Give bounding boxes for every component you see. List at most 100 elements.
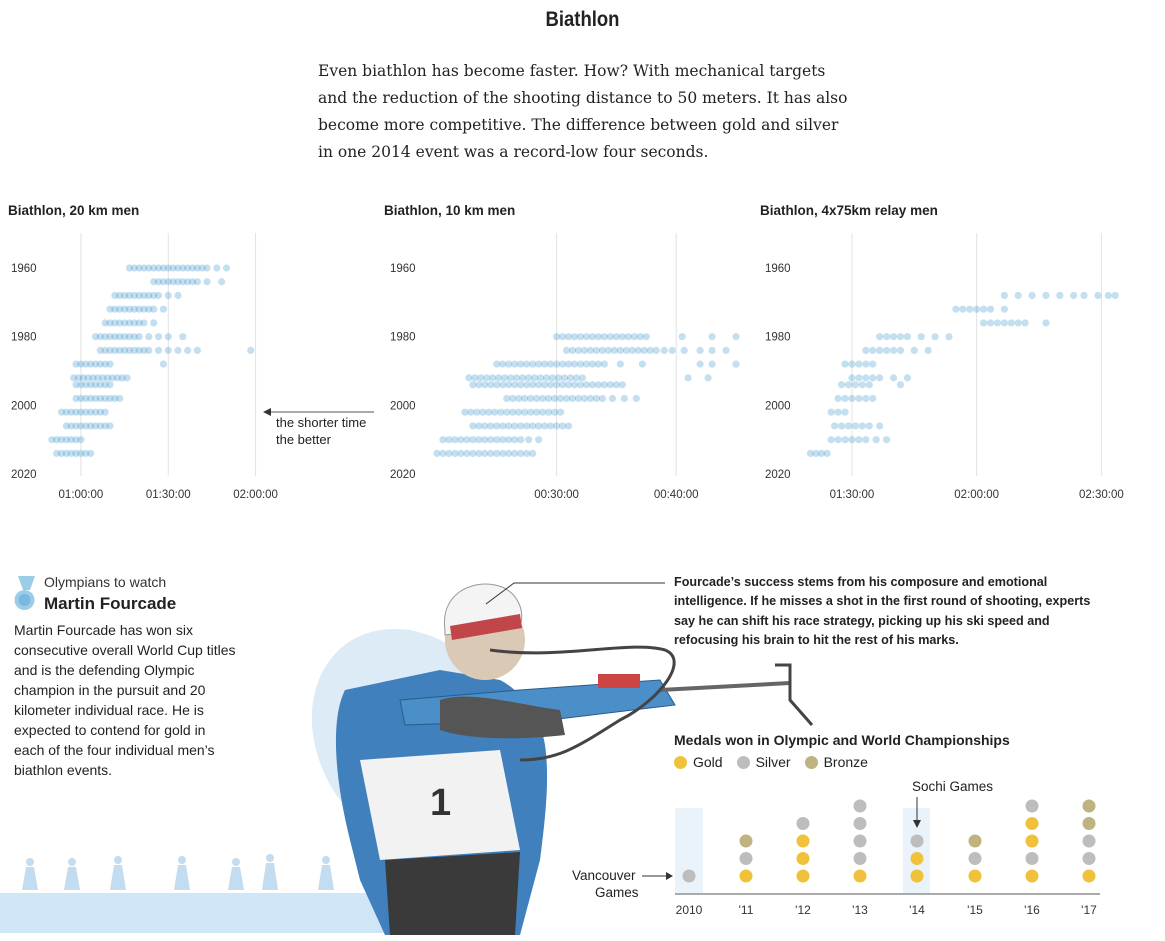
x-tick-label: 02:30:00 [1079,489,1124,501]
athlete-glove [440,696,565,739]
data-point [539,408,547,416]
shorter-time-annotation: the shorter time the better [263,408,374,447]
data-point [1056,291,1064,300]
data-point [469,436,477,444]
data-point [439,436,447,444]
data-point [851,422,860,430]
data-point [564,360,573,368]
skier-icon [174,856,190,890]
data-point [106,360,114,368]
data-point [517,360,525,368]
data-point [533,408,541,416]
data-point [463,436,471,444]
data-point [106,333,114,341]
data-point [87,360,95,368]
data-point [469,381,477,389]
data-point [548,374,557,382]
data-point [525,374,533,382]
data-point [193,264,201,272]
data-point [523,360,531,368]
data-point [57,449,66,457]
data-point [574,394,583,403]
data-point [547,360,555,368]
data-point [487,381,495,389]
data-point [164,346,172,354]
data-point [511,449,519,457]
data-point [439,449,447,457]
data-point [503,408,511,416]
data-point [77,394,85,403]
data-point [184,264,192,272]
data-point [732,360,740,368]
data-point [979,305,988,313]
data-point [1028,291,1036,300]
data-point [834,436,842,444]
data-point [72,360,80,368]
data-point [499,436,507,444]
data-point [179,278,187,286]
data-point [469,422,477,430]
data-point [566,374,575,382]
data-point [159,305,167,313]
data-point [535,422,543,430]
data-point [945,333,953,341]
data-point [116,394,124,403]
data-point [837,381,846,389]
data-point [91,394,100,403]
data-point [646,346,654,354]
data-point [876,374,884,382]
data-point [179,333,187,341]
data-point [1042,291,1050,300]
data-point [106,305,114,313]
data-point [475,449,483,457]
data-point [570,333,579,341]
data-point [489,374,497,382]
data-point [101,422,109,430]
data-point [493,381,501,389]
data-point [145,333,153,341]
data-point [501,374,509,382]
data-point [82,408,90,416]
data-point [509,394,517,403]
data-point [111,346,119,354]
data-point [823,449,831,457]
data-point [495,374,503,382]
data-point [106,422,114,430]
data-point [610,346,619,354]
medal-dot-silver [853,834,867,848]
data-point [531,374,539,382]
data-point [145,264,153,272]
data-point [732,333,740,341]
data-point [523,381,531,389]
data-point [568,346,577,354]
data-point [433,449,441,457]
data-point [111,291,119,300]
data-point [952,305,960,313]
data-point [125,264,134,272]
data-point [465,374,473,382]
data-point [855,436,863,444]
data-point [582,333,591,341]
y-tick-label: 1980 [765,332,791,344]
data-point [622,346,630,354]
data-point [519,374,527,382]
data-point [628,346,636,354]
data-point [116,291,124,300]
data-point [499,360,507,368]
data-point [120,319,129,327]
data-point [539,394,547,403]
medal-dot-gold [1025,869,1039,883]
data-point [558,333,567,341]
data-point [556,408,565,416]
gold-swatch-icon [674,756,687,769]
data-point [150,291,158,300]
data-point [1000,291,1008,300]
data-point [89,374,97,382]
y-tick-label: 1960 [390,263,416,275]
data-point [106,381,114,389]
x-tick-label: 01:00:00 [59,489,104,501]
data-point [616,346,624,354]
data-point [924,346,932,354]
data-point [77,449,85,457]
data-point [222,264,231,272]
